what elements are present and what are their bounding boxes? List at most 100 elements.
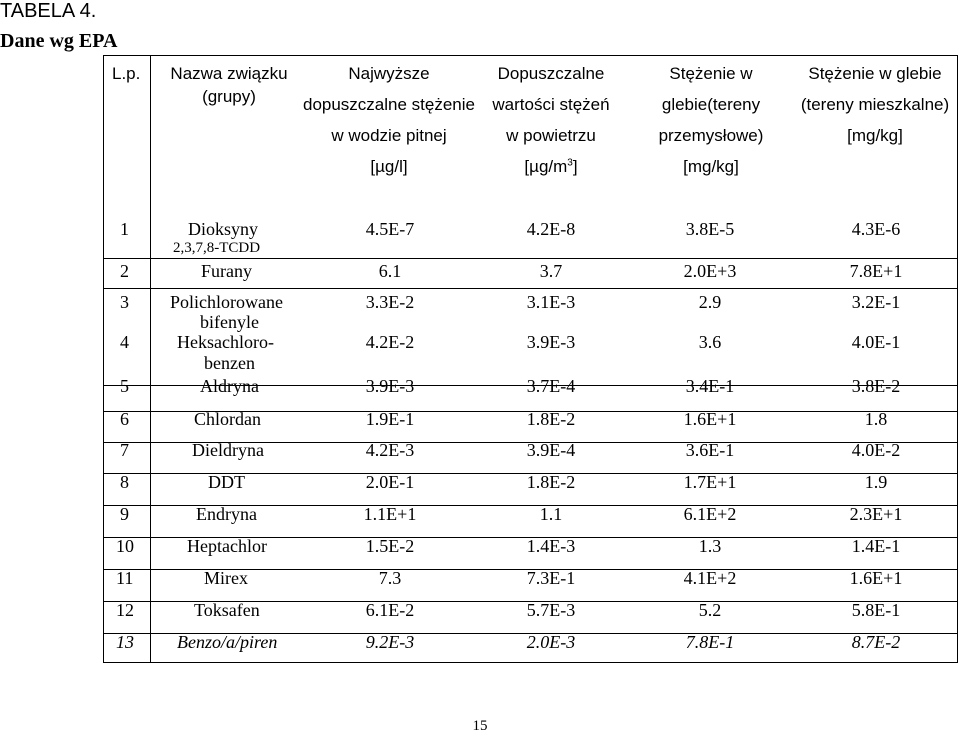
row-7-air: 3.9E-4 <box>526 440 576 460</box>
row-9-air: 1.1 <box>539 504 563 524</box>
row-13-industrial: 7.8E-1 <box>685 632 735 652</box>
row-8-residential: 1.9 <box>864 472 888 492</box>
row-11-residential: 1.6E+1 <box>849 568 903 588</box>
header-water-line2: dopuszczalne stężenie <box>302 95 475 114</box>
header-industrial-soil-unit: [mg/kg] <box>683 157 739 176</box>
row-10-industrial: 1.3 <box>698 536 722 556</box>
row-2-industrial: 2.0E+3 <box>683 261 737 281</box>
row-1-number: 1 <box>120 219 129 239</box>
row-2-water: 6.1 <box>378 261 402 281</box>
row-9-number: 9 <box>120 504 129 524</box>
row-11-water: 7.3 <box>378 568 402 588</box>
row-10-air: 1.4E-3 <box>526 536 576 556</box>
row-9-industrial: 6.1E+2 <box>683 504 737 524</box>
row-6-water: 1.9E-1 <box>365 409 415 429</box>
header-water-line3: w wodzie pitnej <box>331 126 447 145</box>
data-source-heading: Dane wg EPA <box>0 30 118 52</box>
row-4-industrial: 3.6 <box>698 332 722 352</box>
row-1-industrial: 3.8E-5 <box>685 219 735 239</box>
row-5-residential: 3.8E-2 <box>851 376 901 396</box>
row-3-name: Polichlorowane <box>170 292 283 312</box>
row-12-water: 6.1E-2 <box>365 600 415 620</box>
row-2-air: 3.7 <box>539 261 563 281</box>
table-caption: TABELA 4. <box>0 0 97 22</box>
row-4-water: 4.2E-2 <box>365 332 415 352</box>
row-12-name: Toksafen <box>194 600 260 620</box>
row-13-name: Benzo/a/piren <box>177 632 278 652</box>
row-10-name: Heptachlor <box>187 536 267 556</box>
row-3-residential: 3.2E-1 <box>851 292 901 312</box>
row-12-residential: 5.8E-1 <box>851 600 901 620</box>
row-10-number: 10 <box>116 536 134 556</box>
row-2-residential: 7.8E+1 <box>849 261 903 281</box>
row-4-number: 4 <box>120 332 129 352</box>
header-water-line1: Najwyższe <box>348 64 430 83</box>
row-7-water: 4.2E-3 <box>365 440 415 460</box>
header-air-line3: w powietrzu <box>506 126 596 145</box>
row-5-water: 3.9E-3 <box>365 376 415 396</box>
row-7-residential: 4.0E-2 <box>851 440 901 460</box>
row-1-name-detail: 2,3,7,8-TCDD <box>173 240 261 256</box>
row-3-name-line2: bifenyle <box>200 312 259 332</box>
row-divider <box>104 601 957 602</box>
row-divider <box>104 633 957 634</box>
row-divider <box>104 385 957 386</box>
row-6-air: 1.8E-2 <box>526 409 576 429</box>
row-5-number: 5 <box>120 376 129 396</box>
row-3-number: 3 <box>120 292 129 312</box>
header-residential-soil-unit: [mg/kg] <box>847 126 903 145</box>
header-name-line1: Nazwa związku <box>170 64 288 83</box>
row-divider <box>104 569 957 570</box>
row-12-air: 5.7E-3 <box>526 600 576 620</box>
row-7-industrial: 3.6E-1 <box>685 440 735 460</box>
row-4-name-line2: benzen <box>204 353 255 373</box>
header-residential-soil-line1: Stężenie w glebie <box>808 64 942 83</box>
row-13-air: 2.0E-3 <box>526 632 576 652</box>
row-11-industrial: 4.1E+2 <box>683 568 737 588</box>
row-10-water: 1.5E-2 <box>365 536 415 556</box>
row-6-number: 6 <box>120 409 129 429</box>
row-5-air: 3.7E-4 <box>526 376 576 396</box>
row-divider <box>104 537 957 538</box>
epa-data-table: L.p. Nazwa związku (grupy) Najwyższe dop… <box>103 55 958 663</box>
row-13-water: 9.2E-3 <box>365 632 415 652</box>
row-divider <box>104 258 957 259</box>
header-name-line2: (grupy) <box>202 87 256 106</box>
row-2-number: 2 <box>120 261 129 281</box>
row-7-number: 7 <box>120 440 129 460</box>
row-12-number: 12 <box>116 600 134 620</box>
row-3-air: 3.1E-3 <box>526 292 576 312</box>
column-divider <box>150 56 151 662</box>
row-divider <box>104 505 957 506</box>
row-1-residential: 4.3E-6 <box>851 219 901 239</box>
row-10-residential: 1.4E-1 <box>851 536 901 556</box>
row-2-name: Furany <box>201 261 252 281</box>
row-8-industrial: 1.7E+1 <box>683 472 737 492</box>
row-8-air: 1.8E-2 <box>526 472 576 492</box>
header-water-unit: [µg/l] <box>370 157 408 176</box>
row-3-water: 3.3E-2 <box>365 292 415 312</box>
row-divider <box>104 442 957 443</box>
row-1-air: 4.2E-8 <box>526 219 576 239</box>
row-divider <box>104 288 957 289</box>
row-1-water: 4.5E-7 <box>365 219 415 239</box>
row-divider <box>104 411 957 412</box>
header-air-line2: wartości stężeń <box>492 95 610 114</box>
row-4-name: Heksachloro- <box>177 332 274 352</box>
row-5-name: Aldryna <box>200 376 259 396</box>
row-13-residential: 8.7E-2 <box>851 632 901 652</box>
row-9-residential: 2.3E+1 <box>849 504 903 524</box>
row-8-water: 2.0E-1 <box>365 472 415 492</box>
header-residential-soil-line2: (tereny mieszkalne) <box>800 95 950 114</box>
row-divider <box>104 473 957 474</box>
header-air-unit: [µg/m3] <box>524 157 578 176</box>
header-industrial-soil-line2: glebie(tereny <box>661 95 761 114</box>
row-7-name: Dieldryna <box>192 440 264 460</box>
row-9-name: Endryna <box>196 504 257 524</box>
row-12-industrial: 5.2 <box>698 600 722 620</box>
header-air-line1: Dopuszczalne <box>497 64 605 83</box>
page-number: 15 <box>472 718 488 734</box>
row-8-number: 8 <box>120 472 129 492</box>
row-11-air: 7.3E-1 <box>526 568 576 588</box>
row-13-number: 13 <box>116 632 134 652</box>
